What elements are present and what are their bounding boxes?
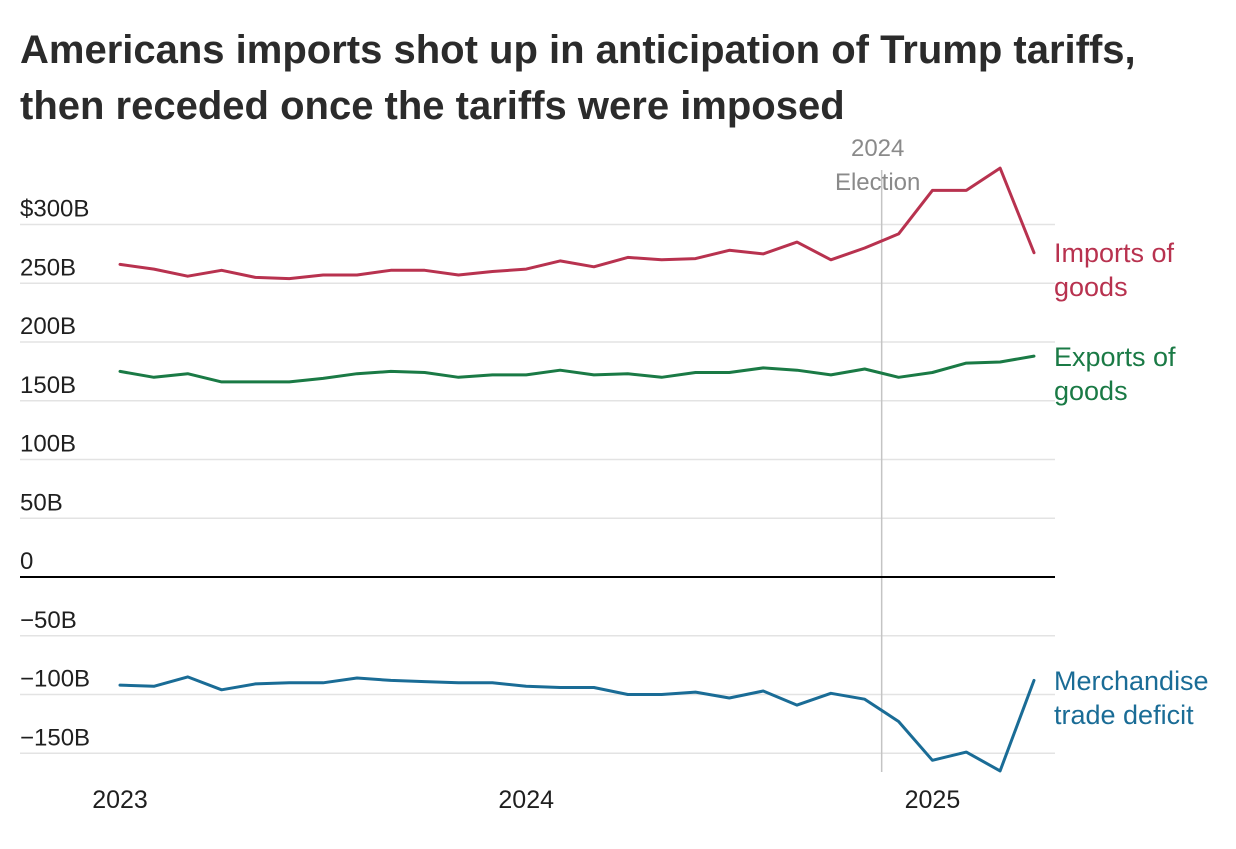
y-tick-label: −100B	[20, 666, 90, 693]
axes: $300B 250B 200B 150B 100B 50B 0 −50B −100B −150B 2…	[20, 196, 1055, 814]
x-tick-label: 2024	[498, 786, 554, 814]
series-label-imports: goods	[1054, 272, 1128, 302]
y-tick-label: −50B	[20, 607, 77, 634]
y-tick-label: −150B	[20, 724, 90, 751]
series-label-exports: Exports of	[1054, 342, 1176, 372]
series-line-deficit	[118, 675, 1036, 773]
series-line-exports	[118, 354, 1036, 384]
y-tick-label: 50B	[20, 489, 63, 516]
series	[118, 166, 1036, 773]
x-tick-label: 2023	[92, 786, 148, 814]
y-tick-label: 150B	[20, 372, 76, 399]
series-label-imports: Imports of	[1054, 238, 1175, 268]
y-tick-label: 250B	[20, 254, 76, 281]
series-label-deficit: Merchandise	[1054, 666, 1209, 696]
y-tick-label: 200B	[20, 313, 76, 340]
election-annotation: 2024 Election	[835, 135, 920, 772]
chart-title: Americans imports shot up in anticipatio…	[20, 28, 1136, 128]
gridlines	[20, 223, 1055, 754]
series-line-imports	[118, 166, 1036, 281]
y-tick-label: 0	[20, 548, 33, 575]
election-annotation-label: Election	[835, 169, 920, 196]
series-labels: Imports of goods Exports of goods Merchandis…	[1054, 238, 1209, 730]
y-tick-label: $300B	[20, 196, 89, 223]
y-tick-label: 100B	[20, 431, 76, 458]
election-annotation-label: 2024	[851, 135, 904, 162]
series-label-exports: goods	[1054, 376, 1128, 406]
series-label-deficit: trade deficit	[1054, 700, 1194, 730]
x-tick-label: 2025	[905, 786, 961, 814]
